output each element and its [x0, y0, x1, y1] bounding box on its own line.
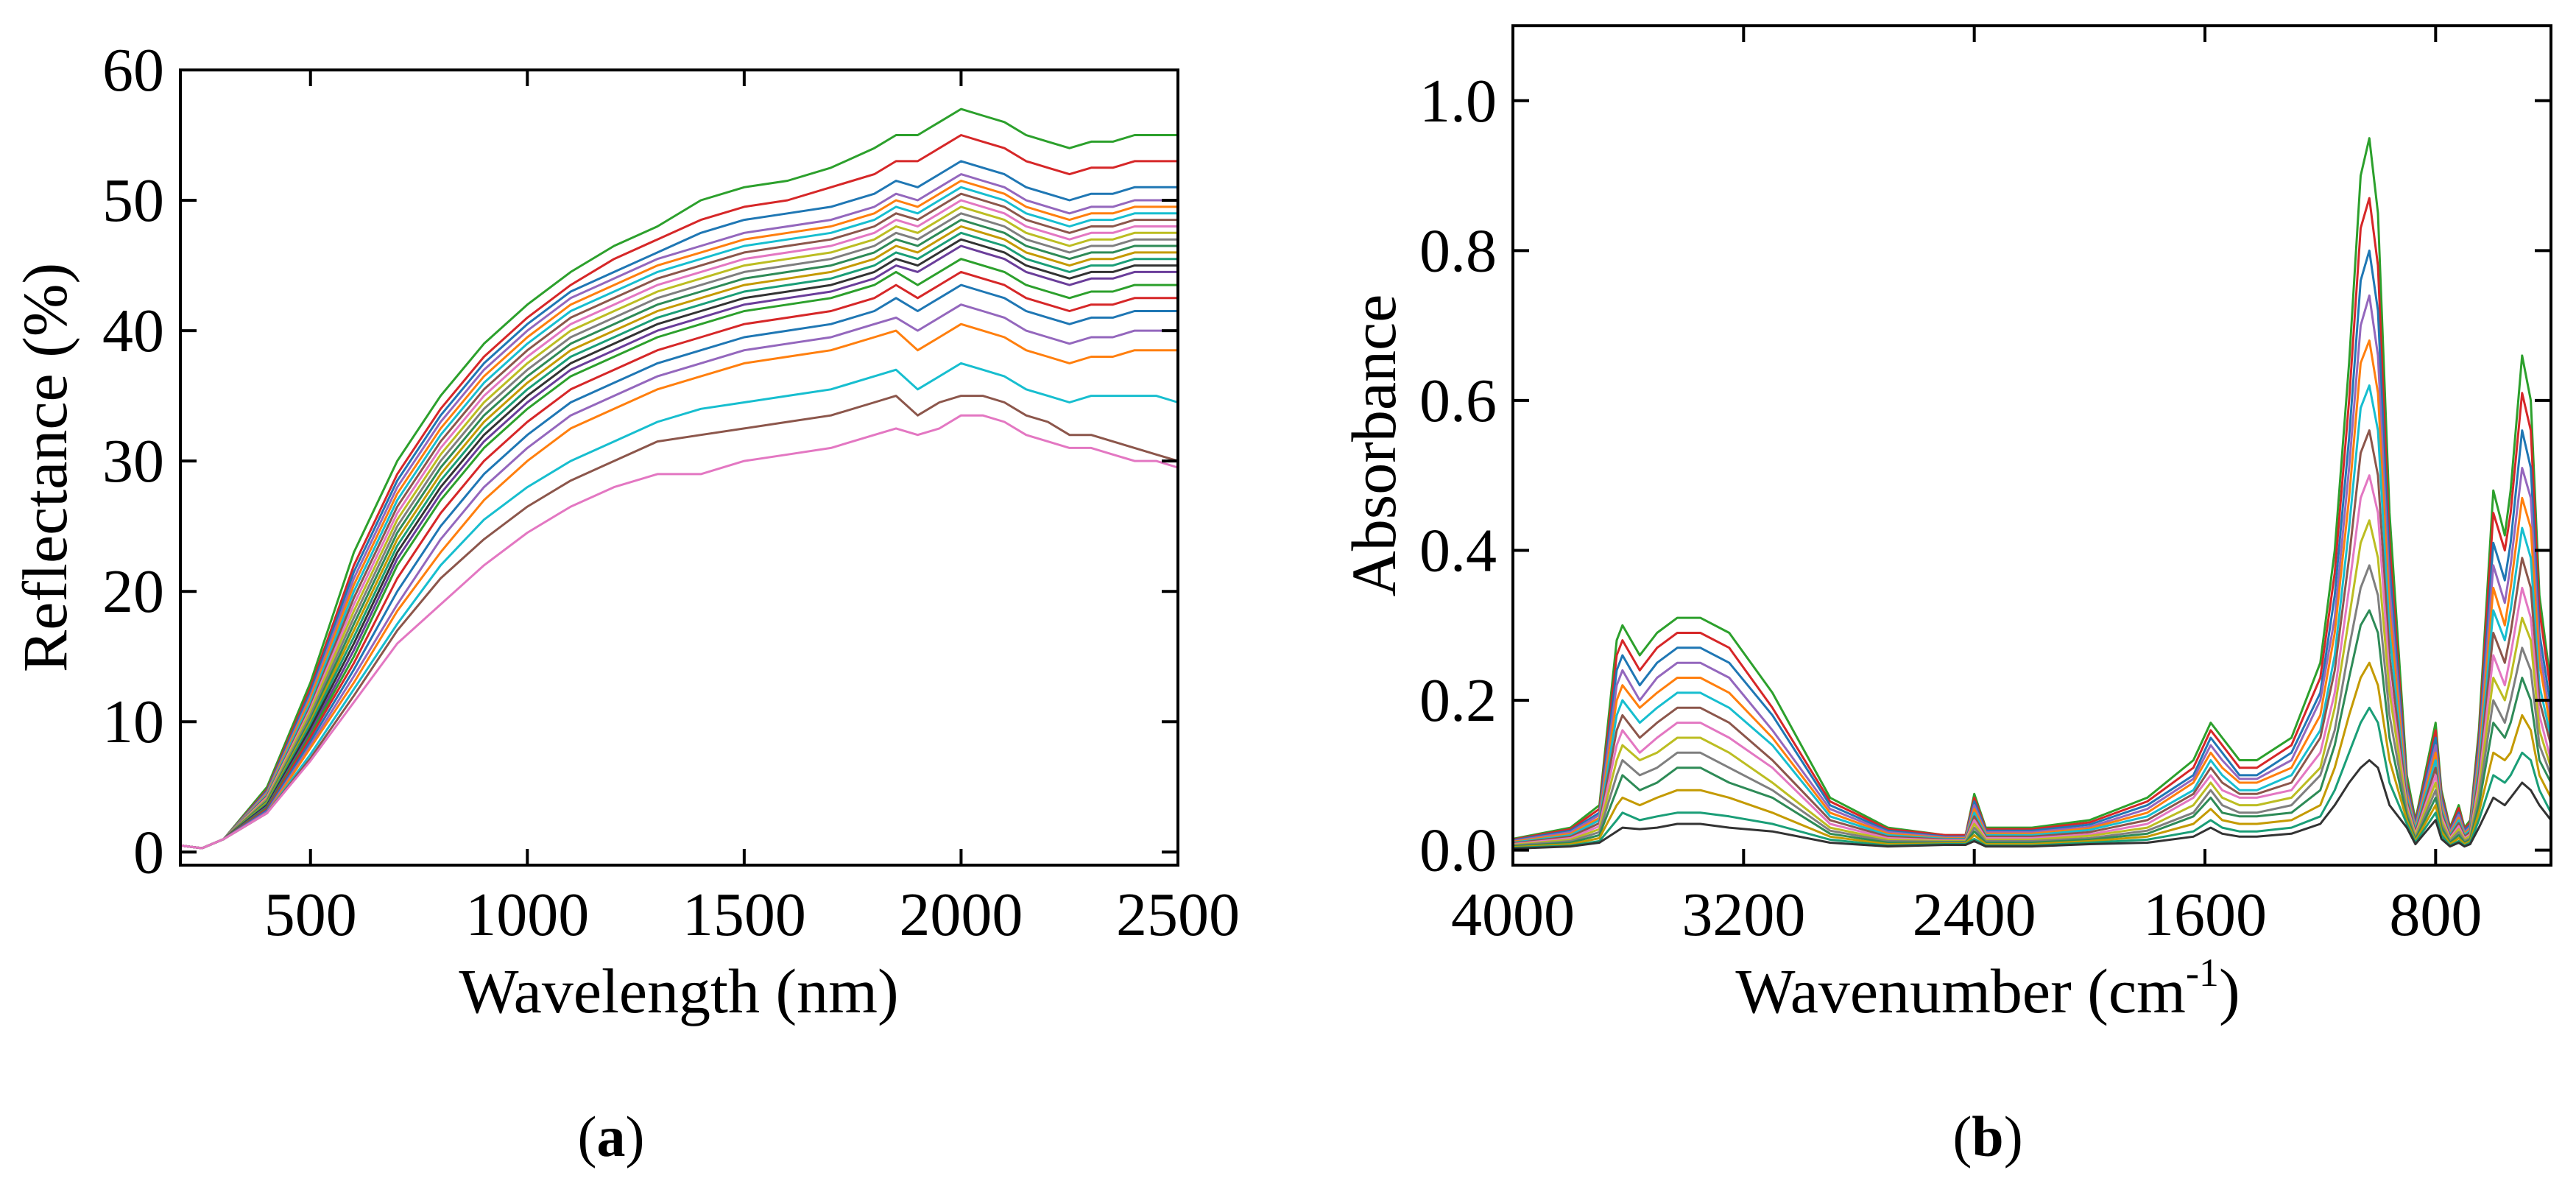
- reflectance-series-line: [180, 212, 1178, 850]
- reflectance-x-tick-label: 500: [264, 881, 357, 949]
- reflectance-chart: 500 1000 1500 2000 2500 0 10 20 30 40 50 60 Wavelen…: [10, 36, 1240, 1026]
- absorbance-x-tick-label: 800: [2389, 881, 2482, 949]
- absorbance-y-tick-label: 0.6: [1419, 367, 1497, 435]
- reflectance-series-line: [180, 199, 1178, 850]
- reflectance-series-line: [180, 180, 1178, 850]
- panel-a-caption-close: ): [626, 1104, 645, 1168]
- absorbance-y-tick-label: 1.0: [1419, 67, 1497, 135]
- reflectance-series-line: [180, 303, 1178, 850]
- absorbance-x-axis-title-close: ): [2219, 956, 2240, 1026]
- reflectance-y-tick-label: 50: [102, 166, 164, 235]
- absorbance-y-tick-label: 0.4: [1419, 517, 1497, 585]
- absorbance-x-axis-title: Wavenumber (cm-1): [1735, 951, 2240, 1026]
- absorbance-x-tick-label: 2400: [1913, 881, 2036, 949]
- absorbance-y-axis-title: Absorbance: [1338, 295, 1409, 597]
- reflectance-series-line: [180, 270, 1178, 850]
- panel-b-caption-open: (: [1952, 1104, 1972, 1168]
- absorbance-series-line: [1512, 759, 2552, 850]
- panel-b-caption: (b): [1952, 1104, 2022, 1168]
- reflectance-series-line: [180, 362, 1179, 850]
- panel-b-caption-letter: b: [1972, 1104, 2003, 1168]
- reflectance-x-tick-label: 1500: [682, 881, 806, 949]
- absorbance-y-tick-label: 0.2: [1419, 666, 1497, 735]
- reflectance-y-tick-label: 0: [133, 818, 164, 886]
- absorbance-x-tick-label: 3200: [1682, 881, 1805, 949]
- reflectance-series-line: [180, 244, 1178, 850]
- reflectance-axis-ticks: 500 1000 1500 2000 2500 0 10 20 30 40 50 60: [102, 36, 1240, 949]
- reflectance-series-line: [180, 219, 1178, 850]
- reflectance-y-tick-label: 40: [102, 297, 164, 365]
- absorbance-x-axis-title-main: Wavenumber (cm: [1735, 956, 2186, 1026]
- panel-a-caption-open: (: [578, 1104, 597, 1168]
- absorbance-axis-ticks: 4000 3200 2400 1600 800 0.0 0.2 0.4 0.6 0.8 1.0: [1419, 26, 2551, 949]
- absorbance-x-axis-title-superscript: -1: [2186, 951, 2219, 995]
- absorbance-series-group: [1512, 137, 2552, 850]
- reflectance-x-tick-label: 2000: [899, 881, 1023, 949]
- reflectance-series-line: [180, 231, 1178, 850]
- reflectance-y-axis-title: Reflectance (%): [10, 263, 80, 672]
- reflectance-series-line: [180, 238, 1178, 850]
- absorbance-x-tick-label: 1600: [2143, 881, 2267, 949]
- reflectance-series-line: [180, 414, 1179, 850]
- absorbance-x-tick-label: 4000: [1451, 881, 1575, 949]
- reflectance-series-line: [180, 225, 1178, 850]
- reflectance-series-line: [180, 186, 1178, 850]
- panel-b-caption-close: ): [2004, 1104, 2023, 1168]
- reflectance-series-line: [180, 134, 1178, 850]
- reflectance-plot-frame: [179, 68, 1179, 867]
- reflectance-y-tick-label: 10: [102, 688, 164, 756]
- panel-a-caption: (a): [578, 1104, 645, 1168]
- reflectance-series-line: [180, 395, 1179, 850]
- absorbance-chart: 4000 3200 2400 1600 800 0.0 0.2 0.4 0.6 0.8 1.0 Wa…: [1338, 24, 2552, 1026]
- reflectance-series-line: [180, 258, 1178, 850]
- panel-a-caption-letter: a: [597, 1104, 626, 1168]
- reflectance-y-tick-label: 60: [102, 36, 164, 105]
- absorbance-y-tick-label: 0.0: [1419, 817, 1497, 885]
- reflectance-series-group: [180, 107, 1179, 850]
- reflectance-y-tick-label: 30: [102, 427, 164, 496]
- reflectance-series-line: [180, 322, 1178, 850]
- reflectance-series-line: [180, 107, 1178, 850]
- reflectance-x-axis-title: Wavelength (nm): [459, 956, 898, 1026]
- reflectance-series-line: [180, 192, 1178, 850]
- absorbance-plot-frame: [1511, 24, 2552, 867]
- reflectance-x-tick-label: 1000: [465, 881, 589, 949]
- absorbance-y-tick-label: 0.8: [1419, 216, 1497, 285]
- reflectance-y-tick-label: 20: [102, 557, 164, 626]
- reflectance-series-line: [180, 173, 1178, 850]
- reflectance-series-line: [180, 205, 1178, 850]
- reflectance-x-tick-label: 2500: [1116, 881, 1240, 949]
- reflectance-series-line: [180, 283, 1178, 850]
- reflectance-series-line: [180, 160, 1178, 850]
